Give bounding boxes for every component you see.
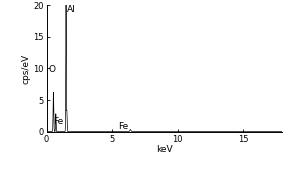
Text: O: O [48,65,55,74]
Text: Fe: Fe [53,117,64,126]
Text: Al: Al [67,5,76,14]
Y-axis label: cps/eV: cps/eV [22,53,31,83]
X-axis label: keV: keV [156,145,173,154]
Text: Fe: Fe [119,122,129,131]
